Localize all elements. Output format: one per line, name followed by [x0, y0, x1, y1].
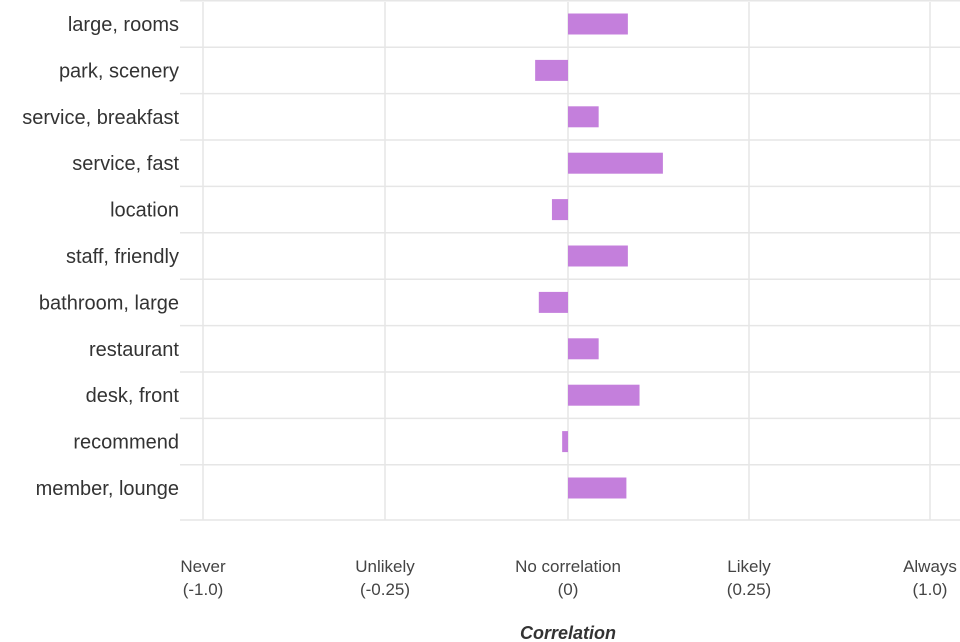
category-label: restaurant — [89, 339, 179, 361]
x-axis-title: Correlation — [520, 623, 616, 642]
bar — [568, 338, 599, 360]
category-label: location — [110, 200, 179, 222]
bar — [562, 431, 568, 453]
x-tick-value: (0) — [558, 580, 579, 599]
x-tick-labels: Never (-1.0) Unlikely (-0.25) No correlation… — [180, 557, 957, 599]
category-label: large, rooms — [68, 14, 179, 36]
category-label: staff, friendly — [66, 246, 179, 268]
category-label: bathroom, large — [39, 292, 179, 314]
x-tick-value: (-1.0) — [183, 580, 224, 599]
grid-layer — [180, 0, 960, 521]
bar — [538, 291, 568, 313]
x-tick-label: Likely — [727, 557, 771, 576]
bar — [568, 477, 627, 499]
x-tick-label: Unlikely — [355, 557, 415, 576]
bar — [568, 384, 640, 406]
x-tick-value: (-0.25) — [360, 580, 410, 599]
x-tick-label: No correlation — [515, 557, 621, 576]
x-tick-value: (1.0) — [913, 580, 948, 599]
category-label: member, lounge — [36, 478, 179, 500]
x-tick-label: Never — [180, 557, 226, 576]
category-label: park, scenery — [59, 60, 179, 82]
bar — [568, 245, 628, 267]
category-label: service, breakfast — [22, 107, 179, 129]
x-tick-label: Always — [903, 557, 957, 576]
bar — [568, 106, 599, 128]
bar-layer — [535, 13, 663, 499]
category-label: recommend — [73, 432, 179, 454]
bar — [535, 59, 568, 81]
bar — [551, 199, 568, 221]
category-label: service, fast — [72, 153, 179, 175]
x-tick-value: (0.25) — [727, 580, 771, 599]
category-label: desk, front — [86, 385, 180, 407]
bar — [568, 13, 628, 35]
category-labels: large, rooms park, scenery service, breakf… — [22, 14, 179, 500]
bar — [568, 152, 663, 174]
